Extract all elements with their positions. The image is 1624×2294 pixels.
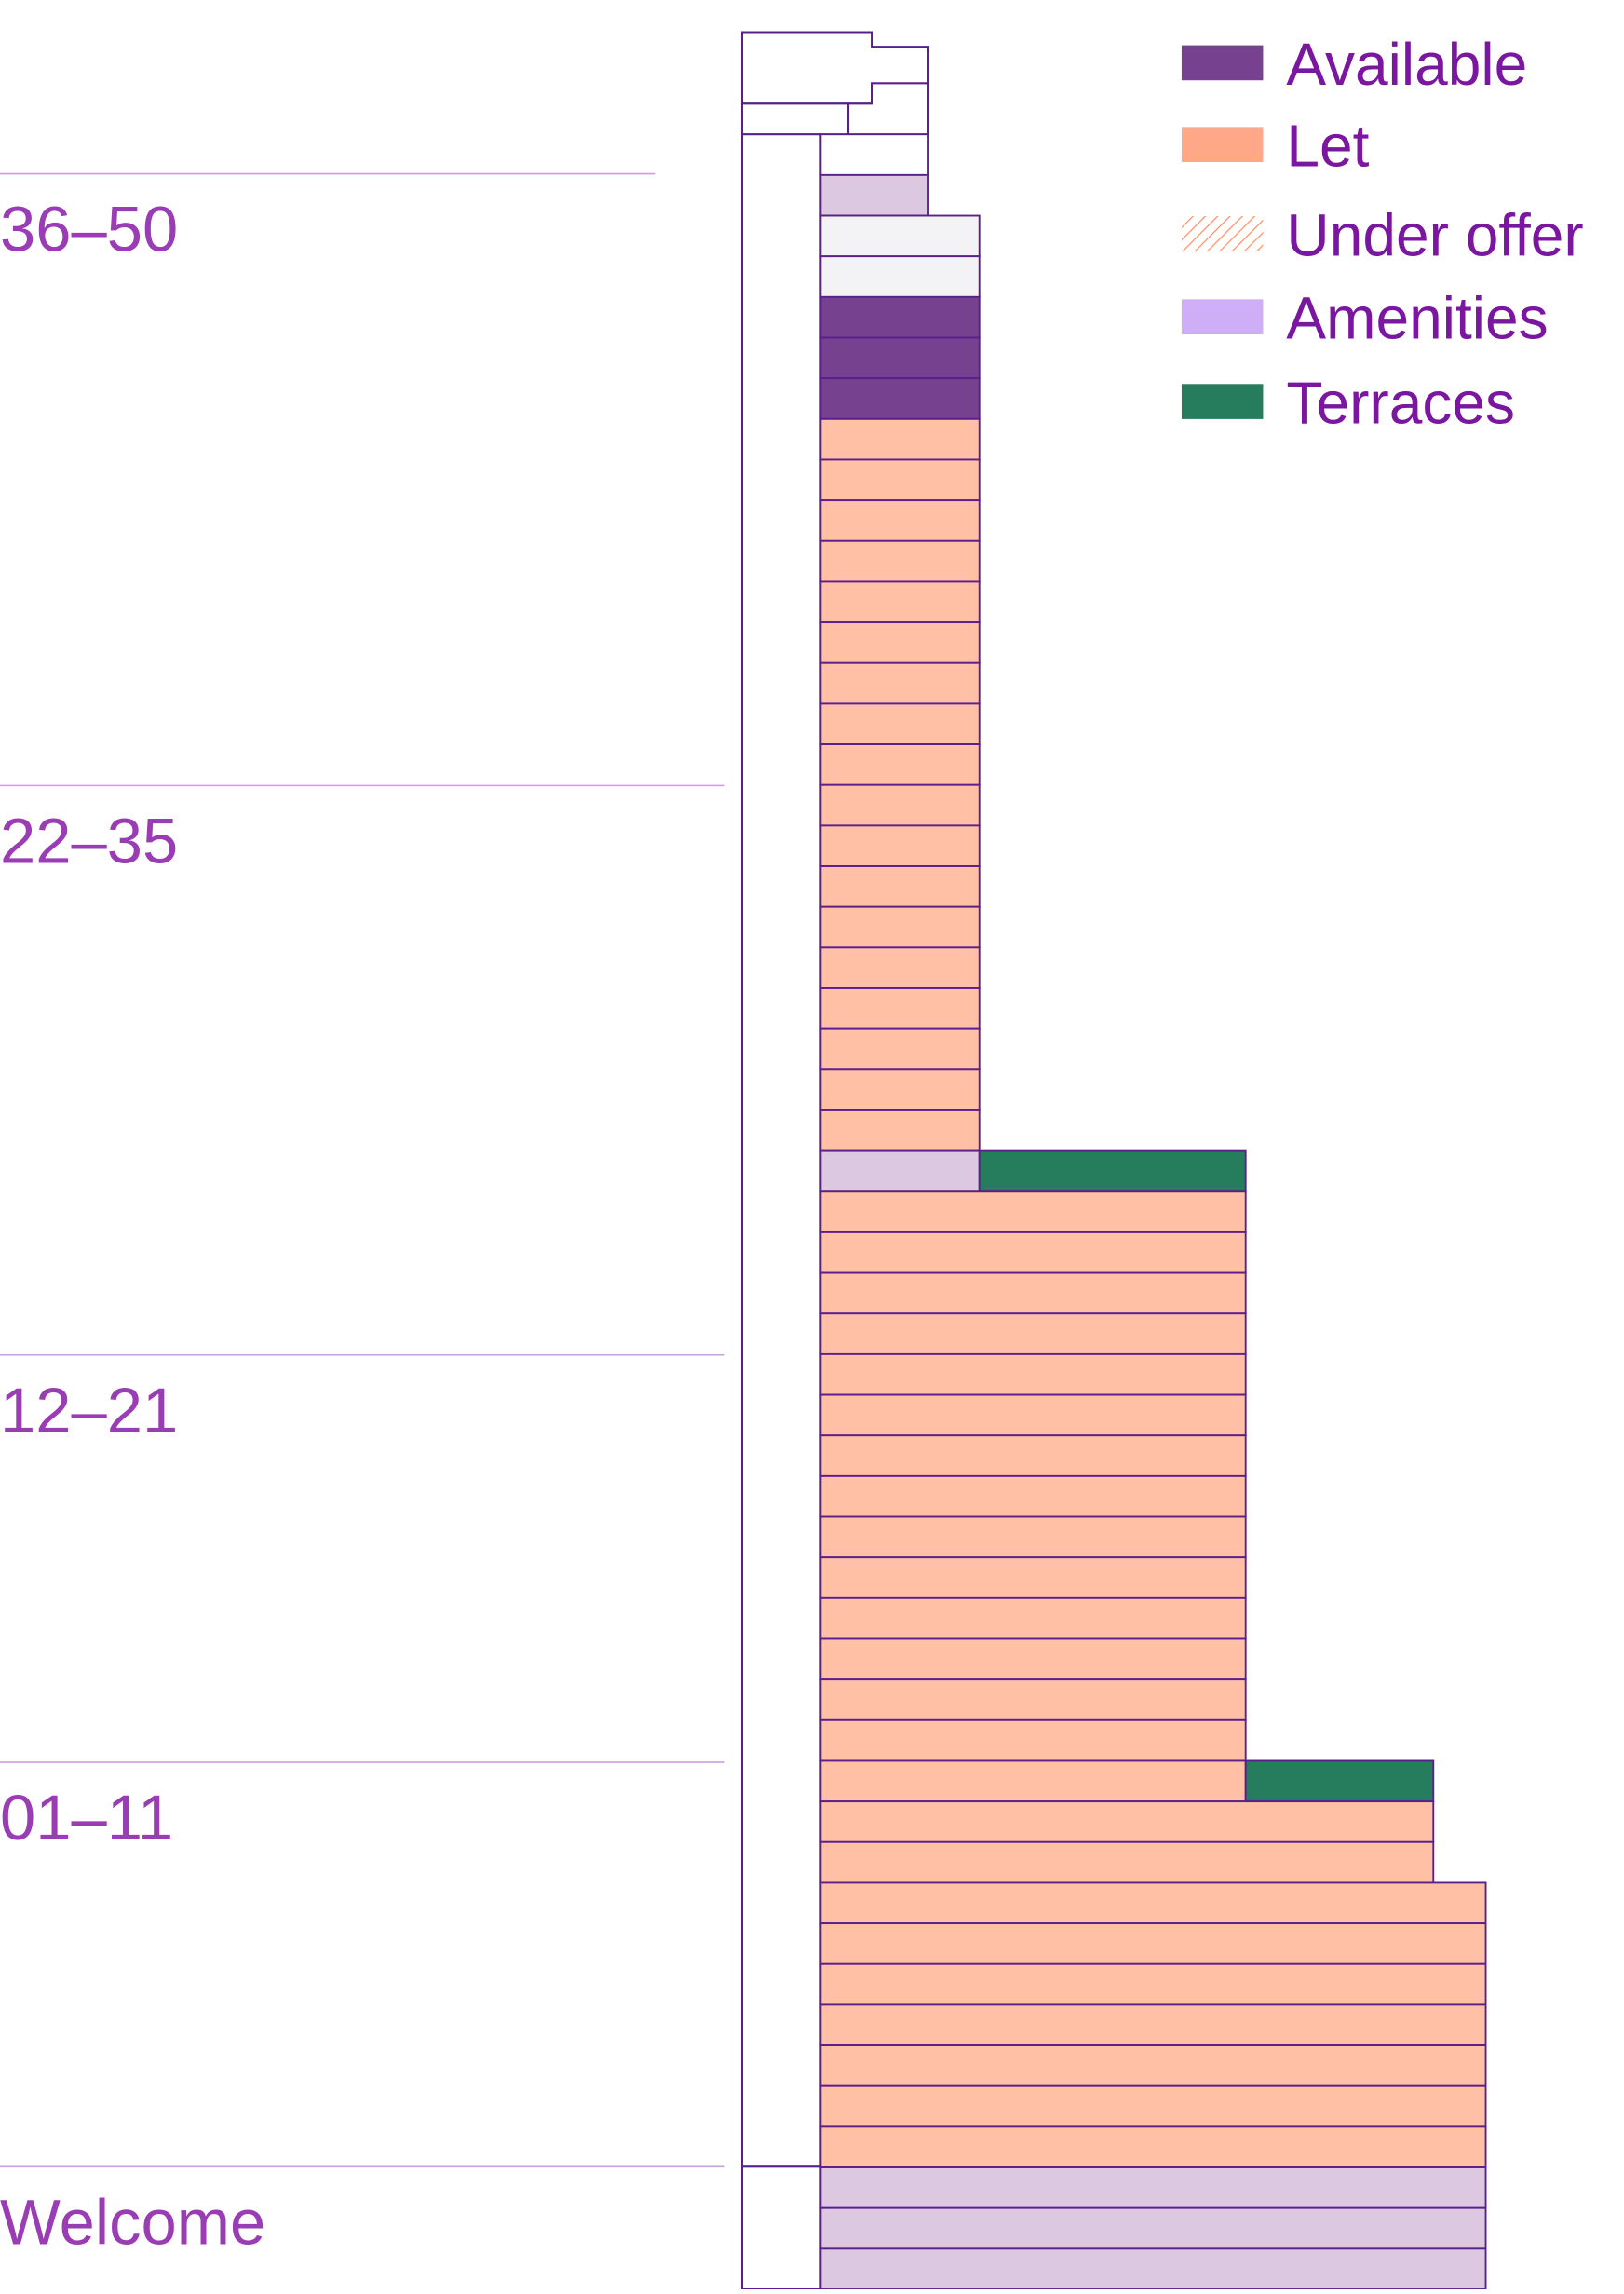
building-top bbox=[740, 31, 930, 2291]
floor bbox=[978, 1149, 1247, 1193]
legend-label: Let bbox=[1286, 113, 1369, 180]
floor bbox=[819, 1352, 1247, 1396]
floor bbox=[819, 377, 981, 420]
legend-label: Amenities bbox=[1286, 285, 1548, 352]
zone-label: Welcome bbox=[0, 2186, 265, 2258]
floor bbox=[819, 1759, 1247, 1803]
floor bbox=[819, 987, 981, 1030]
floor bbox=[819, 1678, 1247, 1721]
floor bbox=[819, 865, 981, 908]
floor bbox=[819, 539, 981, 583]
floor bbox=[819, 1556, 1247, 1599]
floor bbox=[819, 295, 981, 339]
zone-label: 36–50 bbox=[0, 194, 178, 265]
floor bbox=[819, 783, 981, 827]
floor bbox=[819, 1515, 1247, 1559]
floor bbox=[819, 417, 981, 461]
floor bbox=[819, 743, 981, 786]
floor bbox=[819, 661, 981, 705]
zone-label: 01–11 bbox=[0, 1782, 173, 1853]
floor bbox=[819, 1190, 1247, 1233]
floor bbox=[1244, 1759, 1435, 1803]
floor bbox=[819, 580, 981, 624]
floor bbox=[819, 621, 981, 664]
legend-label: Terraces bbox=[1286, 370, 1515, 437]
floor bbox=[819, 2003, 1487, 2047]
floor bbox=[819, 905, 981, 949]
floor bbox=[819, 824, 981, 867]
floor bbox=[819, 2247, 1487, 2290]
floor bbox=[819, 1800, 1435, 1843]
floor bbox=[819, 2084, 1487, 2128]
floors bbox=[819, 133, 1487, 2290]
floor bbox=[819, 702, 981, 746]
zone-label: 22–35 bbox=[0, 805, 178, 876]
floor bbox=[819, 2166, 1487, 2209]
floor bbox=[819, 2206, 1487, 2250]
legend-swatch bbox=[1181, 384, 1264, 419]
zones: 36–50 22–35 12–21 01–11 Welcome bbox=[0, 172, 725, 2258]
floor bbox=[819, 214, 981, 258]
floor bbox=[819, 1068, 981, 1111]
floor bbox=[819, 1922, 1487, 1965]
floor bbox=[819, 173, 929, 217]
floor bbox=[819, 1474, 1247, 1518]
floor bbox=[819, 1962, 1487, 2006]
floor bbox=[819, 336, 981, 380]
zone-label: 12–21 bbox=[0, 1375, 178, 1446]
floor bbox=[819, 1596, 1247, 1640]
floor bbox=[819, 1149, 981, 1193]
floor bbox=[819, 2044, 1487, 2087]
floor bbox=[819, 1637, 1247, 1681]
floor bbox=[819, 1271, 1247, 1315]
floor bbox=[819, 133, 929, 176]
floor bbox=[819, 946, 981, 989]
floor bbox=[819, 458, 981, 502]
legend-swatch bbox=[1181, 127, 1264, 163]
floor bbox=[819, 1109, 981, 1152]
legend-label: Under offer bbox=[1286, 201, 1583, 268]
floor bbox=[819, 1312, 1247, 1355]
floor bbox=[819, 1393, 1247, 1437]
floor bbox=[819, 2125, 1487, 2168]
legend-swatch bbox=[1181, 299, 1264, 334]
legend-swatch bbox=[1181, 216, 1264, 251]
floor bbox=[819, 499, 981, 542]
floor bbox=[819, 1434, 1247, 1477]
floor bbox=[819, 1230, 1247, 1274]
floor bbox=[819, 1840, 1435, 1884]
legend: Available Let Under offer Amenities Terraces bbox=[1181, 31, 1584, 437]
legend-swatch bbox=[1181, 45, 1264, 81]
floor bbox=[819, 1027, 981, 1071]
floor bbox=[819, 1718, 1247, 1762]
floor bbox=[819, 255, 981, 298]
floor bbox=[819, 1881, 1487, 1925]
legend-label: Available bbox=[1286, 31, 1527, 98]
